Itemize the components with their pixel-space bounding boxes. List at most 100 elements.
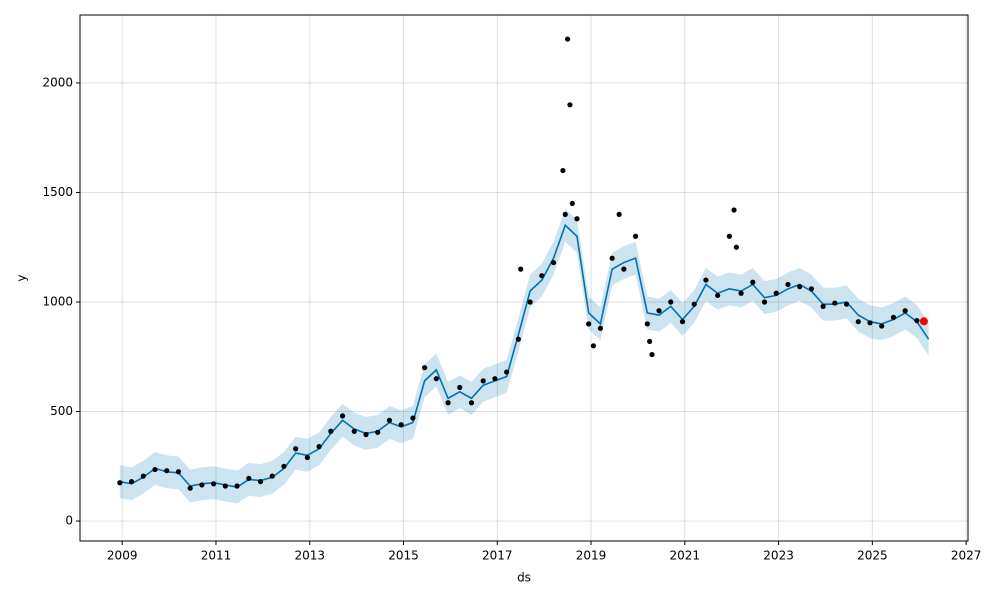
observation [679,319,686,325]
observation [422,365,428,371]
observation [703,277,709,283]
observation [257,479,264,485]
observation [773,290,779,296]
x-tick-label: 2013 [294,549,325,563]
observation [808,286,815,292]
observation [128,479,135,485]
x-tick-label: 2025 [857,549,888,563]
x-tick-label: 2017 [482,549,513,563]
observation [328,428,334,434]
observation [363,431,369,438]
observation [140,473,146,479]
observation [574,216,580,222]
y-tick-label: 2000 [42,75,73,89]
observation [597,325,604,331]
observation [518,266,524,272]
observation [187,485,193,491]
observation [222,483,228,489]
observation [914,318,920,324]
observation [879,323,885,329]
observation [733,244,739,250]
observation [539,273,545,279]
observation [726,233,732,239]
observation [565,36,571,42]
observation [410,415,416,421]
observation [691,301,697,307]
observation [832,300,838,306]
observation [515,336,521,342]
observation [457,384,463,391]
observation [246,475,252,481]
x-tick-label: 2023 [763,549,794,563]
observation [375,429,381,435]
observation [351,428,357,434]
observation [304,454,310,461]
y-tick-label: 1500 [42,185,73,199]
x-tick-label: 2019 [576,549,607,563]
observation [527,299,533,305]
observation [632,233,639,239]
observation [890,314,897,320]
observation [269,473,275,479]
observation [644,321,650,327]
highlight-point [919,317,928,326]
observation [445,400,451,406]
x-axis-label: ds [517,571,531,585]
observation [234,483,240,489]
y-tick-label: 0 [65,514,73,528]
observation [609,255,615,261]
observation [867,320,873,326]
x-tick-label: 2011 [201,549,232,563]
x-tick-label: 2015 [388,549,419,563]
observation [902,308,908,314]
observation [281,463,287,469]
observation [339,413,346,419]
observation [855,319,861,325]
y-tick-label: 500 [50,404,73,418]
observation [715,292,721,299]
observation [590,343,596,349]
observation [492,376,498,382]
x-tick-label: 2021 [670,549,701,563]
observation [843,301,850,307]
observation [386,417,393,423]
observation [316,443,322,450]
observation [567,102,573,108]
forecast-line [119,223,930,488]
plot-frame [79,14,969,542]
observation [656,308,662,314]
observation [550,259,557,266]
observation [293,446,299,452]
uncertainty-band [119,208,929,504]
observation [668,299,674,305]
observation [468,400,475,406]
observation [586,321,592,327]
y-tick-label: 1000 [42,294,73,308]
observation [199,482,205,488]
observation [761,299,768,305]
observation [785,281,791,288]
observation [621,266,627,272]
observation [731,207,737,213]
observation [616,211,622,217]
observation [480,378,486,384]
observation [562,211,568,217]
observation [820,303,826,309]
observation [560,167,566,174]
observation [649,351,655,358]
observation [433,376,439,382]
observation [750,279,756,285]
observation [569,200,575,207]
observation [152,466,158,473]
observation [647,338,653,345]
observation [504,369,510,375]
observation [175,469,182,475]
observation [211,481,217,487]
x-tick-label: 2009 [107,549,138,563]
y-axis-label: y [15,274,29,281]
observation [117,480,123,486]
observation [738,290,744,296]
observation [164,468,170,474]
x-tick-label: 2027 [951,549,982,563]
